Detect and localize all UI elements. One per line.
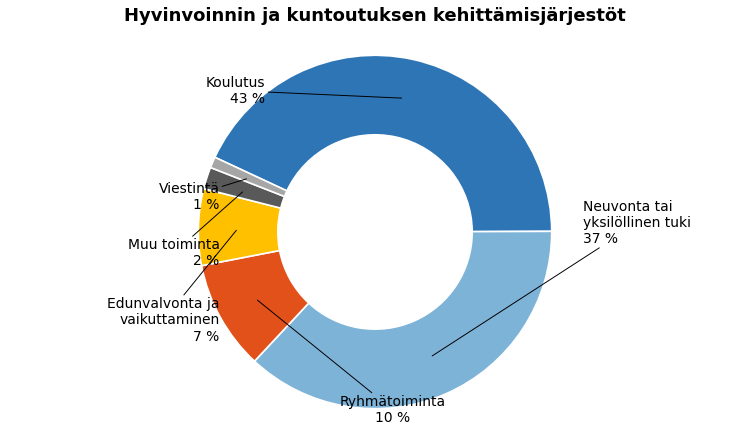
- Text: Neuvonta tai
yksilöllinen tuki
37 %: Neuvonta tai yksilöllinen tuki 37 %: [432, 200, 692, 356]
- Wedge shape: [211, 157, 287, 197]
- Text: Edunvalvonta ja
vaikuttaminen
7 %: Edunvalvonta ja vaikuttaminen 7 %: [107, 230, 236, 344]
- Wedge shape: [198, 189, 280, 266]
- Wedge shape: [202, 251, 309, 361]
- Text: Koulutus
43 %: Koulutus 43 %: [206, 75, 402, 106]
- Text: Ryhmätoiminta
10 %: Ryhmätoiminta 10 %: [257, 300, 446, 425]
- Text: Muu toiminta
2 %: Muu toiminta 2 %: [128, 192, 242, 268]
- Title: Hyvinvoinnin ja kuntoutuksen kehittämisjärjestöt: Hyvinvoinnin ja kuntoutuksen kehittämisj…: [124, 7, 626, 25]
- Wedge shape: [214, 55, 552, 232]
- Text: Viestintä
1 %: Viestintä 1 %: [158, 179, 247, 212]
- Wedge shape: [204, 167, 284, 208]
- Wedge shape: [254, 232, 552, 409]
